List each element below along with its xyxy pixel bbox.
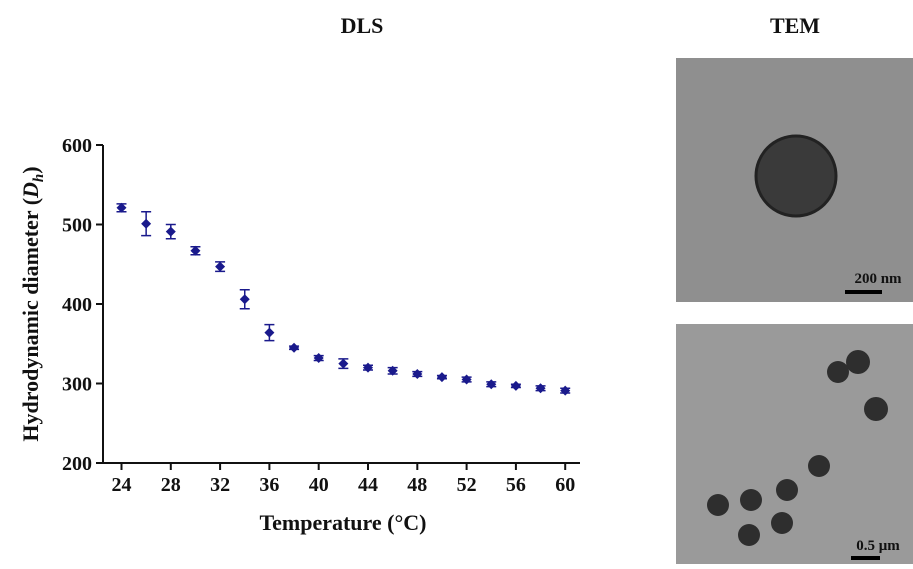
y-label-text: Hydrodynamic diameter ( <box>18 198 43 442</box>
x-tick-label: 28 <box>161 474 181 496</box>
y-label-subscript: h <box>31 174 47 182</box>
y-tick-label: 300 <box>62 374 92 396</box>
particle <box>827 361 849 383</box>
data-point <box>264 327 275 338</box>
x-tick-label: 56 <box>506 474 526 496</box>
data-point <box>313 353 324 364</box>
data-point <box>412 368 423 379</box>
image-background <box>676 324 913 564</box>
x-tick-label: 24 <box>111 474 131 496</box>
tem-image-2: 0.5 μm <box>676 324 913 564</box>
y-tick-label: 600 <box>62 135 92 157</box>
data-point <box>387 365 398 376</box>
y-axis-label: Hydrodynamic diameter (Dh) <box>18 166 47 441</box>
particle <box>864 397 888 421</box>
y-label-symbol: D <box>18 182 43 199</box>
data-point <box>461 374 472 385</box>
particles <box>707 350 888 546</box>
tem-title: TEM <box>770 13 820 38</box>
x-tick-label: 36 <box>259 474 279 496</box>
scale-label: 200 nm <box>854 271 902 287</box>
particle <box>754 134 838 218</box>
particle <box>707 494 729 516</box>
particle <box>846 350 870 374</box>
chart-title: DLS <box>341 13 384 38</box>
particle <box>808 455 830 477</box>
x-tick-label: 52 <box>457 474 477 496</box>
data-point <box>239 294 250 305</box>
y-tick-label: 500 <box>62 215 92 237</box>
data-point <box>215 261 226 272</box>
x-tick-label: 48 <box>407 474 427 496</box>
data-point <box>363 362 373 373</box>
data-point <box>338 358 349 369</box>
data-point <box>289 342 300 353</box>
x-tick-label: 44 <box>358 474 378 496</box>
data-point <box>535 383 546 394</box>
x-axis-label: Temperature (°C) <box>259 510 426 535</box>
tem-image-1: 200 nm <box>676 58 913 302</box>
particle <box>771 512 793 534</box>
particle <box>776 479 798 501</box>
data-point <box>486 379 497 390</box>
data-point <box>116 202 127 213</box>
data-point <box>190 245 201 256</box>
data-point <box>510 380 521 391</box>
x-tick-label: 32 <box>210 474 230 496</box>
data-point <box>560 385 571 396</box>
x-tick-label: 60 <box>555 474 575 496</box>
particle <box>738 524 760 546</box>
y-tick-label: 200 <box>62 453 92 475</box>
particle <box>740 489 762 511</box>
x-tick-label: 40 <box>309 474 329 496</box>
data-point <box>141 218 152 229</box>
y-tick-label: 400 <box>62 294 92 316</box>
data-point <box>436 372 447 383</box>
data-point <box>165 226 176 237</box>
y-label-close: ) <box>18 166 43 173</box>
scale-label: 0.5 μm <box>856 538 900 554</box>
